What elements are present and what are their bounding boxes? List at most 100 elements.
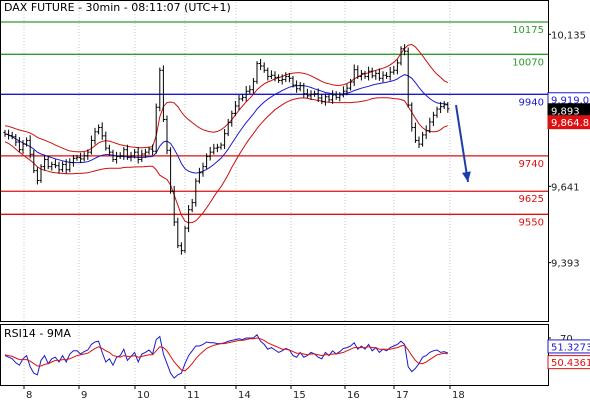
candle (248, 85, 252, 94)
candle (431, 111, 435, 126)
candle (413, 122, 417, 143)
main-panel-frame (0, 0, 549, 322)
candle (151, 144, 155, 156)
candle (57, 161, 61, 174)
candle (428, 117, 432, 134)
candle (140, 149, 144, 162)
candle (190, 198, 194, 213)
candle (417, 136, 421, 149)
candle (50, 161, 54, 171)
candle (215, 143, 219, 153)
candle (277, 74, 281, 83)
candle (183, 225, 187, 254)
candle (133, 149, 137, 159)
candle (223, 129, 227, 150)
y-tick-label: 9,393 (551, 259, 580, 270)
candle (17, 137, 21, 153)
candle (305, 88, 309, 99)
candle (233, 101, 237, 116)
level-label-10070: 10070 (512, 57, 544, 68)
price-tag-label: 9,893 (551, 106, 580, 117)
candle (241, 94, 245, 102)
candle (64, 159, 68, 174)
candle (320, 93, 324, 105)
candle (327, 94, 331, 103)
x-tick-label: 17 (396, 390, 409, 400)
candle (341, 86, 345, 98)
candle (86, 149, 90, 160)
candle (331, 90, 335, 104)
x-tick-label: 15 (293, 390, 306, 400)
price-tag-label: 9,919.06 (551, 95, 590, 106)
moving-average-line (4, 74, 448, 174)
candle (35, 167, 39, 185)
candle (287, 73, 291, 83)
x-tick-label: 18 (452, 390, 465, 400)
candle (14, 134, 18, 146)
y-tick-label: 9,641 (551, 182, 580, 193)
candle (212, 143, 216, 155)
candle (338, 92, 342, 102)
candle (334, 91, 338, 100)
candle (7, 129, 11, 140)
candle (179, 242, 183, 255)
candle (424, 125, 428, 139)
candle (53, 159, 57, 169)
candle (385, 72, 389, 79)
candle (435, 106, 439, 118)
candle (316, 88, 320, 102)
price-tag-label: 9,864.83 (551, 118, 590, 129)
candle (187, 205, 191, 233)
candle (158, 67, 162, 112)
level-label-9940: 9940 (519, 97, 544, 108)
candle (284, 72, 288, 82)
candle (295, 80, 299, 93)
candle (262, 62, 266, 73)
candle (359, 70, 363, 81)
candle (421, 131, 425, 147)
candle (255, 61, 259, 84)
candle (97, 124, 101, 135)
candle (82, 152, 86, 162)
candle (370, 67, 374, 79)
projection-arrow-head (462, 171, 471, 182)
candle (71, 154, 75, 167)
projection-arrow-shaft (455, 104, 469, 183)
candle (298, 82, 302, 92)
candle (259, 58, 263, 70)
price-tag-box (547, 115, 590, 130)
candle (313, 90, 317, 97)
candle (115, 151, 119, 164)
candle (374, 70, 378, 80)
candle (345, 84, 349, 96)
candle (205, 153, 209, 170)
candle (118, 152, 122, 159)
candle (89, 135, 93, 155)
candle (111, 149, 115, 162)
candle (136, 146, 140, 164)
candle (201, 162, 205, 177)
bollinger-upper-line (4, 43, 449, 153)
x-tick-label: 10 (137, 390, 150, 400)
candle (363, 70, 367, 79)
candle (399, 46, 403, 66)
candle (381, 71, 385, 83)
candle (129, 151, 133, 162)
candle (194, 178, 198, 207)
candle (154, 103, 158, 154)
rsi-line (4, 334, 448, 379)
candle (349, 78, 353, 91)
candle (28, 135, 32, 159)
candle (10, 131, 14, 140)
candle (32, 150, 36, 174)
candle (61, 161, 65, 173)
candle (269, 70, 273, 79)
x-tick-label: 9 (81, 390, 87, 400)
candle (323, 93, 327, 106)
candle (143, 148, 147, 158)
x-tick-label: 14 (238, 390, 251, 400)
level-label-10175: 10175 (512, 25, 544, 36)
candle (244, 86, 248, 102)
